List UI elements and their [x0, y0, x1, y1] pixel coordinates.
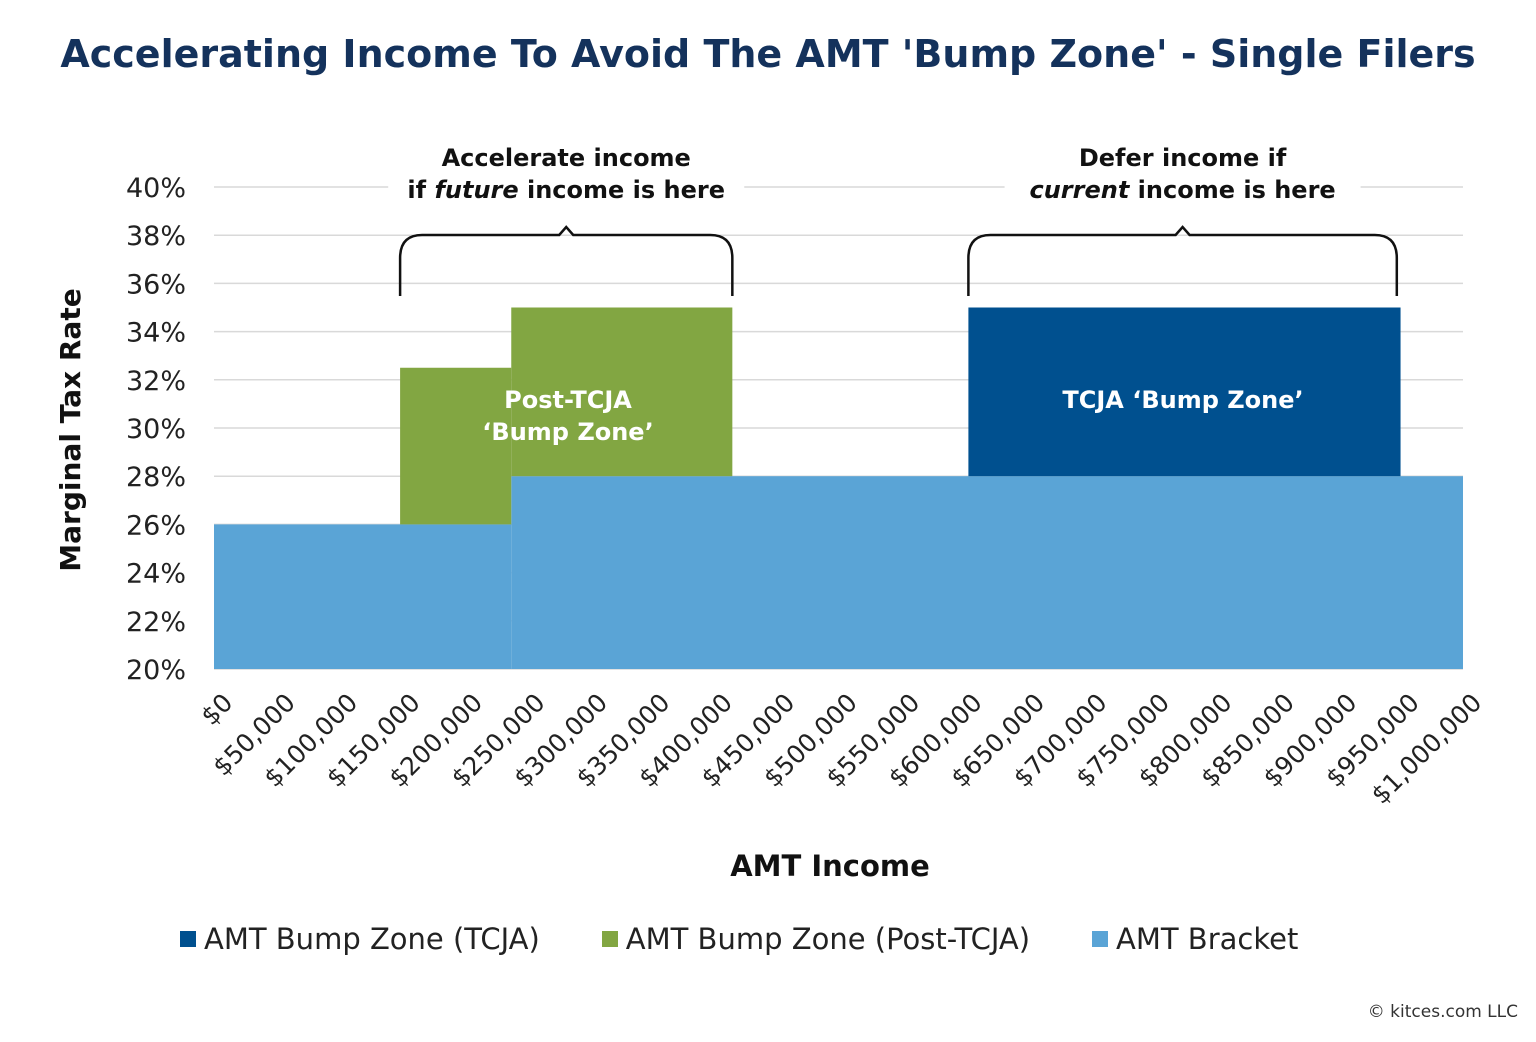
area-segment [214, 524, 512, 669]
y-tick-label: 28% [126, 462, 186, 493]
left-brace-label-line1: Accelerate income [442, 144, 691, 172]
legend-label: AMT Bump Zone (TCJA) [204, 922, 540, 956]
legend-swatch [180, 931, 196, 947]
y-tick-label: 40% [126, 173, 186, 204]
label-span: if [407, 176, 434, 204]
label-span: income is here [1129, 176, 1335, 204]
legend-label: AMT Bracket [1116, 922, 1299, 956]
y-tick-label: 34% [126, 318, 186, 349]
label-span: current [1029, 176, 1130, 204]
left-brace-label-bg [388, 140, 745, 202]
area-segment [400, 367, 512, 525]
right-brace-label-bg [1004, 140, 1361, 202]
left-brace-label-line2: if future income is here [407, 176, 725, 204]
y-tick-label: 24% [126, 559, 186, 590]
right-brace [967, 225, 1399, 296]
y-tick-label: 38% [126, 221, 186, 252]
y-tick-label: 30% [126, 414, 186, 445]
area-segment [511, 476, 1464, 669]
post-tcja-label-line2: ‘Bump Zone’ [482, 418, 653, 446]
right-brace-label-line2: current income is here [1029, 176, 1335, 204]
legend-swatch [1092, 931, 1109, 947]
y-tick-label: 36% [126, 269, 186, 300]
x-axis-label: AMT Income [730, 849, 930, 883]
legend-item-tcja: AMT Bump Zone (TCJA) [180, 922, 540, 956]
legend-swatch [601, 931, 618, 947]
y-tick-label: 26% [126, 510, 186, 541]
area-segment [968, 307, 1401, 477]
right-brace-label-line1: Defer income if [1079, 144, 1287, 172]
tcja-label: TCJA ‘Bump Zone’ [1062, 386, 1303, 414]
chart-title: Accelerating Income To Avoid The AMT 'Bu… [60, 32, 1476, 76]
y-axis-label: Marginal Tax Rate [54, 288, 87, 571]
x-tick-label: $0 [195, 688, 238, 731]
y-tick-label: 22% [126, 607, 186, 638]
legend: AMT Bump Zone (TCJA) AMT Bump Zone (Post… [180, 922, 1298, 956]
post-tcja-label-line1: Post-TCJA [504, 386, 632, 414]
label-span: future [434, 176, 518, 204]
legend-item-post-tcja: AMT Bump Zone (Post-TCJA) [601, 922, 1031, 956]
legend-label: AMT Bump Zone (Post-TCJA) [625, 922, 1031, 956]
y-tick-label: 20% [126, 655, 186, 686]
label-span: income is here [519, 176, 725, 204]
credit: © kitces.com LLC [1367, 1002, 1518, 1022]
area-segment [511, 307, 733, 477]
left-brace [398, 225, 734, 296]
y-tick-label: 32% [126, 366, 186, 397]
legend-item-amt-bracket: AMT Bracket [1092, 922, 1298, 956]
